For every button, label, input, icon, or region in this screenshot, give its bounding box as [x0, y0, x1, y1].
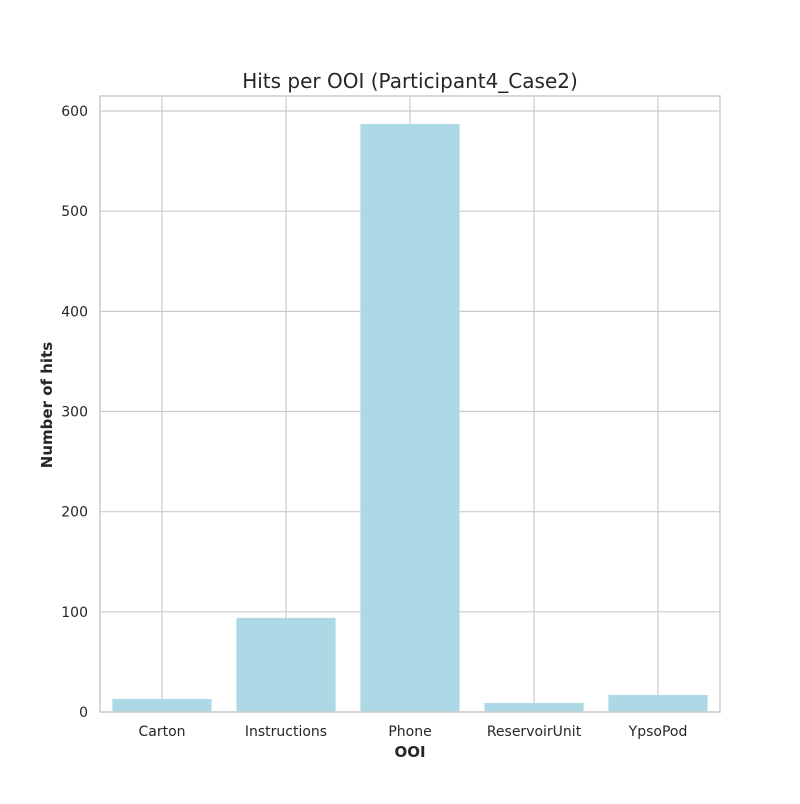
y-tick-labels: 0 100 200 300 400 500 600	[61, 104, 88, 721]
bar-instructions	[236, 617, 336, 712]
y-tick-label: 400	[61, 304, 88, 320]
x-axis-label: OOI	[394, 743, 425, 761]
chart-title: Hits per OOI (Participant4_Case2)	[242, 69, 578, 93]
plot-frame	[99, 95, 721, 713]
y-axis-label: Number of hits	[38, 342, 56, 468]
x-tick-label: ReservoirUnit	[487, 724, 582, 740]
bar-phone	[360, 124, 460, 712]
y-tick-label: 500	[61, 204, 88, 220]
y-tick-label: 300	[61, 405, 88, 421]
y-tick-label: 100	[61, 605, 88, 621]
x-tick-label: YpsoPod	[628, 724, 688, 740]
x-tick-label: Carton	[138, 724, 185, 740]
x-tick-labels: Carton Instructions Phone ReservoirUnit Ypso…	[138, 724, 687, 740]
y-tick-label: 0	[79, 705, 88, 721]
y-tick-label: 600	[61, 104, 88, 120]
y-tick-label: 200	[61, 505, 88, 521]
x-tick-label: Phone	[388, 724, 431, 740]
bar-carton	[112, 698, 212, 712]
bars	[112, 124, 708, 712]
bar-reservoirunit	[484, 702, 584, 712]
x-tick-label: Instructions	[245, 724, 327, 740]
bar-ypsopod	[608, 694, 708, 712]
